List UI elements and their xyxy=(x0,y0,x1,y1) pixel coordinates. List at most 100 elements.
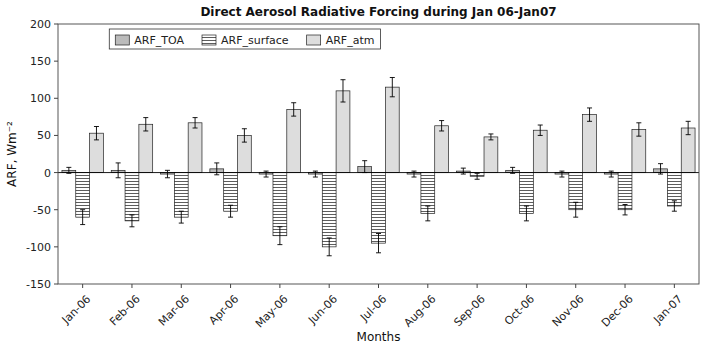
error-bar xyxy=(636,123,641,136)
x-tick-label: Jan-07 xyxy=(651,293,686,328)
y-tick xyxy=(54,98,58,99)
title: Direct Aerosol Radiative Forcing during … xyxy=(200,5,556,19)
bar xyxy=(484,137,498,173)
y-tick xyxy=(54,172,58,173)
error-bar xyxy=(623,205,628,215)
error-bar xyxy=(179,211,184,223)
x-tick-label: May-06 xyxy=(253,293,291,331)
legend-swatch xyxy=(115,35,129,45)
x-tick xyxy=(575,284,576,288)
x-tick xyxy=(181,284,182,288)
y-tick xyxy=(54,284,58,285)
error-bar xyxy=(475,173,480,179)
x-tick xyxy=(427,284,428,288)
error-bar xyxy=(461,168,466,174)
error-bar xyxy=(264,171,269,177)
bar xyxy=(583,115,597,173)
legend-label: ARF_TOA xyxy=(134,34,184,47)
bar xyxy=(174,173,188,218)
error-bar xyxy=(609,171,614,177)
error-bar xyxy=(94,127,99,140)
error-bar xyxy=(143,118,148,131)
y-tick xyxy=(54,246,58,247)
bar xyxy=(372,173,386,244)
y-tick-label: 50 xyxy=(37,129,51,142)
error-bar xyxy=(412,171,417,177)
error-bar xyxy=(228,205,233,217)
zero-line xyxy=(58,172,699,173)
x-tick xyxy=(131,284,132,288)
error-bar xyxy=(573,202,578,217)
error-bar xyxy=(376,233,381,252)
error-bar xyxy=(559,171,564,177)
error-bar xyxy=(362,161,367,173)
bar xyxy=(533,130,547,172)
x-axis-label: Months xyxy=(357,330,401,344)
bar xyxy=(125,173,139,221)
bar xyxy=(273,173,287,236)
bars xyxy=(62,77,695,255)
x-tick-label: Feb-06 xyxy=(107,293,143,329)
plot-background xyxy=(58,24,699,284)
error-bar xyxy=(129,215,134,227)
chart: -150-100-50050100150200Jan-06Feb-06Mar-0… xyxy=(0,0,711,346)
error-bar xyxy=(488,134,493,140)
x-tick xyxy=(526,284,527,288)
error-bar xyxy=(80,210,85,225)
x-tick-label: Mar-06 xyxy=(156,293,192,329)
x-tick xyxy=(329,284,330,288)
y-tick-label: 100 xyxy=(30,92,51,105)
error-bar xyxy=(672,201,677,211)
x-tick-label: Aug-06 xyxy=(401,293,438,330)
x-tick xyxy=(625,284,626,288)
legend-label: ARF_atm xyxy=(326,34,375,47)
legend-label: ARF_surface xyxy=(221,34,289,47)
bar xyxy=(139,124,153,172)
y-tick-label: -150 xyxy=(26,278,51,291)
x-tick xyxy=(674,284,675,288)
error-bar xyxy=(524,206,529,221)
y-tick-label: 0 xyxy=(44,167,51,180)
y-axis-label: ARF, Wm⁻² xyxy=(5,121,19,187)
x-tick-label: Oct-06 xyxy=(502,293,537,328)
error-bar xyxy=(538,125,543,135)
error-bar xyxy=(327,238,332,256)
error-bar xyxy=(291,103,296,116)
x-tick xyxy=(378,284,379,288)
error-bar xyxy=(686,121,691,134)
legend-swatch xyxy=(307,35,321,45)
error-bar xyxy=(165,170,170,177)
x-tick-label: Nov-06 xyxy=(550,293,587,330)
y-tick xyxy=(54,209,58,210)
plot-frame xyxy=(58,24,699,284)
y-tick xyxy=(54,61,58,62)
y-tick xyxy=(54,135,58,136)
bar xyxy=(322,173,336,247)
x-tick-label: Sep-06 xyxy=(451,293,488,330)
bar xyxy=(287,109,301,172)
bar xyxy=(336,91,350,173)
y-tick xyxy=(54,24,58,25)
error-bar xyxy=(340,80,345,102)
x-tick-label: Jul-06 xyxy=(357,293,389,325)
y-tick-label: 150 xyxy=(30,55,51,68)
x-tick-label: Apr-06 xyxy=(206,293,241,328)
bar xyxy=(188,123,202,173)
legend: ARF_TOA ARF_surface ARF_atm xyxy=(109,29,380,49)
y-tick-label: -100 xyxy=(26,241,51,254)
error-bar xyxy=(390,77,395,96)
y-tick-label: -50 xyxy=(33,204,51,217)
error-bar xyxy=(439,121,444,131)
legend-swatch xyxy=(202,35,216,45)
bar xyxy=(435,126,449,173)
y-tick-label: 200 xyxy=(30,18,51,31)
x-tick-label: Dec-06 xyxy=(599,293,636,330)
error-bar xyxy=(425,206,430,221)
x-tick-label: Jun-06 xyxy=(305,293,340,328)
error-bar xyxy=(242,129,247,142)
legend-frame xyxy=(109,29,380,49)
x-tick xyxy=(82,284,83,288)
x-tick xyxy=(477,284,478,288)
error-bar xyxy=(116,163,121,178)
x-tick xyxy=(230,284,231,288)
